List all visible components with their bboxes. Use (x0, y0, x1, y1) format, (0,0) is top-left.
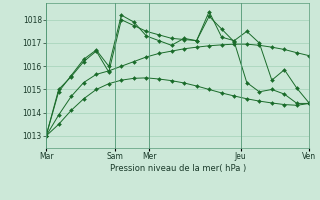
X-axis label: Pression niveau de la mer( hPa ): Pression niveau de la mer( hPa ) (110, 164, 246, 173)
